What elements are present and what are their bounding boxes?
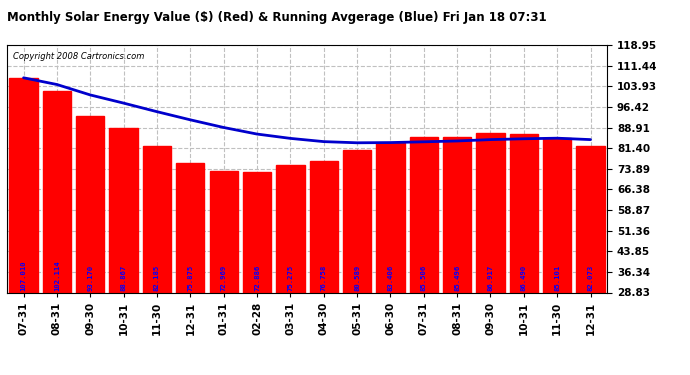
- Bar: [443, 137, 471, 292]
- Bar: [276, 165, 304, 292]
- Text: 76.758: 76.758: [321, 265, 327, 291]
- Text: 86.917: 86.917: [487, 265, 493, 291]
- Text: 93.170: 93.170: [87, 265, 93, 291]
- Text: 85.496: 85.496: [454, 265, 460, 291]
- Bar: [576, 146, 604, 292]
- Text: Copyright 2008 Cartronics.com: Copyright 2008 Cartronics.com: [13, 53, 144, 62]
- Bar: [310, 161, 338, 292]
- Text: 72.969: 72.969: [221, 265, 227, 291]
- Bar: [376, 142, 404, 292]
- Text: 75.875: 75.875: [187, 265, 193, 291]
- Text: 102.114: 102.114: [54, 261, 60, 291]
- Bar: [343, 150, 371, 292]
- Text: 83.406: 83.406: [387, 265, 393, 291]
- Bar: [243, 171, 271, 292]
- Bar: [10, 78, 38, 292]
- Bar: [43, 91, 71, 292]
- Text: 82.185: 82.185: [154, 265, 160, 291]
- Text: Monthly Solar Energy Value ($) (Red) & Running Avgerage (Blue) Fri Jan 18 07:31: Monthly Solar Energy Value ($) (Red) & R…: [7, 11, 546, 24]
- Text: 107.010: 107.010: [21, 261, 27, 291]
- Text: 75.275: 75.275: [287, 265, 293, 291]
- Bar: [210, 171, 238, 292]
- Text: 85.506: 85.506: [421, 265, 427, 291]
- Bar: [543, 138, 571, 292]
- Text: 85.101: 85.101: [554, 265, 560, 291]
- Bar: [143, 146, 171, 292]
- Bar: [76, 116, 104, 292]
- Text: 82.073: 82.073: [587, 265, 593, 291]
- Bar: [110, 128, 138, 292]
- Text: 86.490: 86.490: [521, 265, 527, 291]
- Bar: [410, 137, 438, 292]
- Text: 80.589: 80.589: [354, 265, 360, 291]
- Text: 88.867: 88.867: [121, 265, 127, 291]
- Text: 72.886: 72.886: [254, 265, 260, 291]
- Bar: [176, 163, 204, 292]
- Bar: [476, 133, 504, 292]
- Bar: [510, 134, 538, 292]
